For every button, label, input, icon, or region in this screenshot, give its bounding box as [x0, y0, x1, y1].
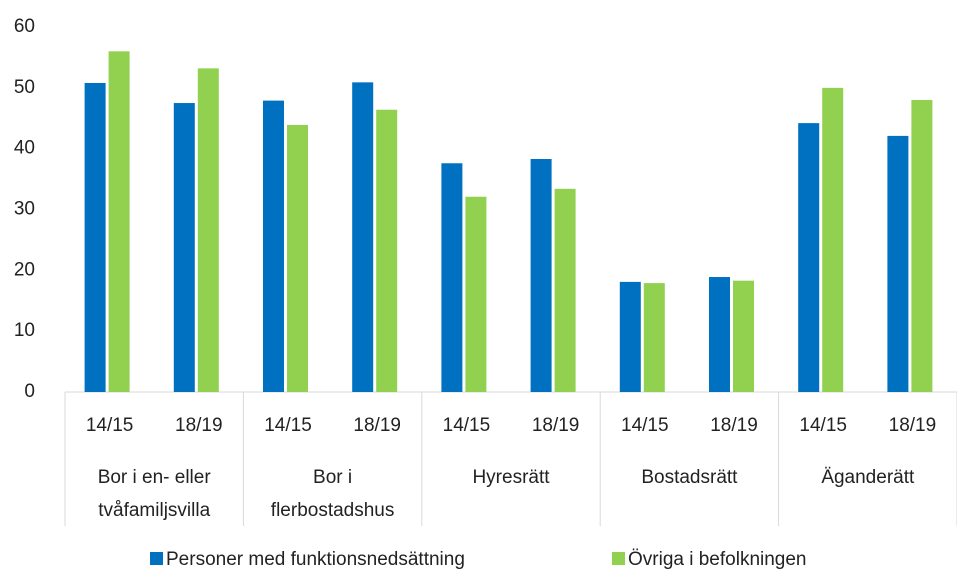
- bar: [887, 135, 909, 392]
- bar: [376, 109, 398, 392]
- bar: [84, 82, 106, 392]
- bar: [911, 100, 933, 392]
- x-tick-label: 14/15: [799, 415, 847, 436]
- bar: [441, 163, 463, 392]
- group-label: tvåfamiljsvilla: [98, 500, 210, 521]
- x-tick-label: 18/19: [175, 415, 223, 436]
- bar: [643, 283, 665, 392]
- x-tick-label: 18/19: [710, 415, 758, 436]
- group-label: Bostadsrätt: [641, 467, 738, 488]
- x-tick-label: 14/15: [86, 415, 134, 436]
- x-tick-label: 14/15: [621, 415, 669, 436]
- bar: [733, 280, 754, 392]
- bar: [465, 196, 487, 392]
- group-label: Bor i en- eller: [98, 467, 212, 488]
- bar: [108, 51, 130, 392]
- x-tick-label: 14/15: [264, 415, 312, 436]
- bar: [530, 159, 552, 392]
- group-label: Äganderätt: [821, 467, 915, 488]
- legend-swatch: [612, 552, 625, 565]
- legend-swatch: [150, 552, 163, 565]
- y-tick-label: 30: [14, 199, 35, 220]
- bar: [197, 68, 219, 392]
- x-tick-label: 18/19: [353, 415, 401, 436]
- bar: [709, 277, 730, 392]
- y-tick-label: 40: [14, 138, 35, 159]
- group-label: Bor i: [313, 467, 352, 488]
- x-tick-label: 18/19: [532, 415, 580, 436]
- x-tick-label: 18/19: [889, 415, 937, 436]
- y-tick-label: 50: [14, 77, 35, 98]
- y-tick-label: 0: [24, 381, 35, 402]
- y-tick-label: 60: [14, 16, 35, 37]
- bar: [287, 124, 308, 393]
- bar: [554, 188, 576, 392]
- bar: [798, 123, 820, 392]
- group-label: Hyresrätt: [472, 467, 550, 488]
- legend-label: Personer med funktionsnedsättning: [166, 549, 465, 570]
- bar: [822, 87, 844, 392]
- legend-label: Övriga i befolkningen: [628, 549, 807, 570]
- bar: [619, 281, 641, 392]
- group-label: flerbostadshus: [271, 500, 395, 521]
- y-tick-label: 10: [14, 320, 35, 341]
- y-tick-label: 20: [14, 259, 35, 280]
- x-tick-label: 14/15: [443, 415, 491, 436]
- bar: [173, 103, 195, 393]
- bar: [263, 100, 284, 392]
- bar: [352, 82, 374, 392]
